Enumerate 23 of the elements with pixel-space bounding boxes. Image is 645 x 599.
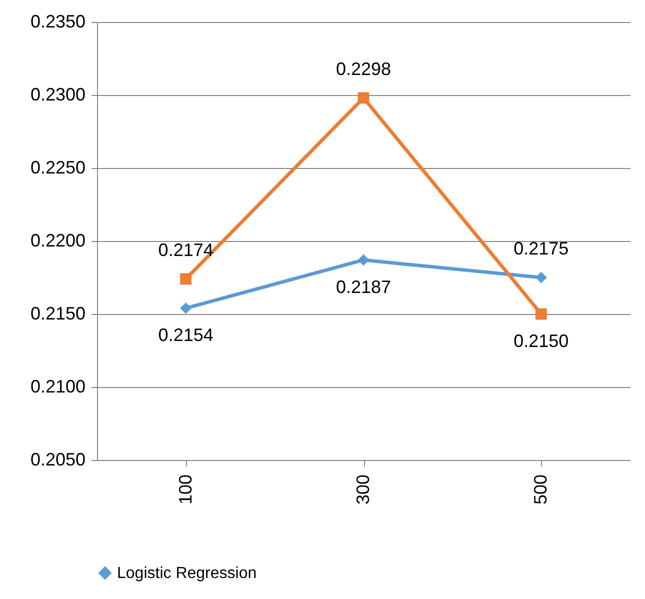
data-label: 0.2187 [336, 276, 392, 297]
data-label: 0.2150 [514, 331, 569, 351]
x-tick-label: 100 [175, 474, 196, 505]
point [358, 92, 370, 104]
point [180, 302, 192, 314]
x-tick-label: 300 [353, 474, 373, 505]
data-label: 0.2175 [514, 238, 569, 258]
y-tick-label: 0.2100 [30, 376, 86, 396]
data-label: 0.2154 [158, 325, 214, 346]
y-tick-label: 0.2150 [30, 304, 86, 324]
y-tick-label: 0.2200 [30, 230, 86, 250]
y-tick-label: 0.2050 [30, 450, 86, 470]
y-tick-label: 0.2300 [30, 84, 86, 104]
point [535, 308, 547, 320]
x-tick-label: 500 [530, 474, 551, 505]
point [180, 273, 192, 285]
y-tick-label: 0.2350 [30, 12, 86, 32]
point [358, 254, 370, 266]
point [535, 272, 547, 284]
legend-label: Logistic Regression [117, 565, 257, 582]
y-tick-label: 0.2250 [30, 158, 86, 178]
data-label: 0.2174 [158, 240, 214, 260]
data-label: 0.2298 [336, 58, 392, 79]
